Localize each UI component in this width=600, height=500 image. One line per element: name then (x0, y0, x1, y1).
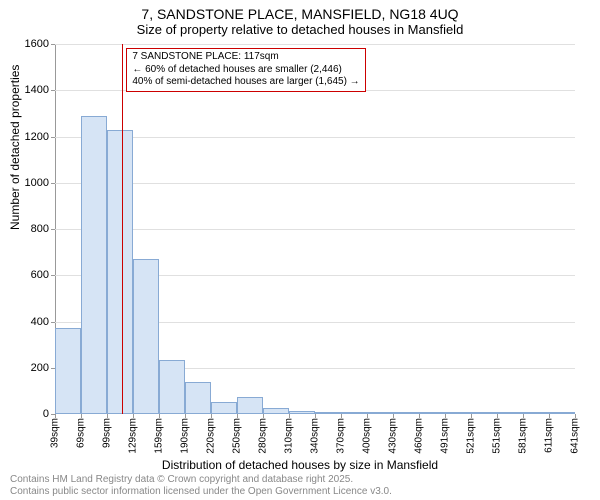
x-tick-label: 430sqm (388, 418, 399, 454)
histogram-bar (523, 412, 549, 414)
annotation-box: 7 SANDSTONE PLACE: 117sqm← 60% of detach… (126, 48, 365, 92)
x-axis-label: Distribution of detached houses by size … (0, 458, 600, 472)
histogram-bar (419, 412, 445, 414)
histogram-bar (159, 360, 185, 414)
x-tick-label: 370sqm (336, 418, 347, 454)
y-tick-label: 1200 (25, 131, 55, 143)
histogram-bar (393, 412, 419, 414)
x-tick-label: 250sqm (232, 418, 243, 454)
x-tick-label: 521sqm (466, 418, 477, 454)
plot-area: 0200400600800100012001400160039sqm69sqm9… (55, 44, 575, 414)
histogram-bar (185, 382, 211, 414)
y-tick-label: 400 (31, 316, 55, 328)
x-tick-label: 460sqm (414, 418, 425, 454)
x-tick-label: 129sqm (128, 418, 139, 454)
y-tick-label: 800 (31, 223, 55, 235)
grid-line (55, 229, 575, 230)
x-tick-label: 99sqm (102, 418, 113, 448)
chart-container: 7, SANDSTONE PLACE, MANSFIELD, NG18 4UQ … (0, 0, 600, 500)
annotation-line: 40% of semi-detached houses are larger (… (132, 76, 359, 89)
x-tick-label: 159sqm (154, 418, 165, 454)
x-tick-label: 220sqm (206, 418, 217, 454)
x-tick-label: 190sqm (180, 418, 191, 454)
x-tick-label: 551sqm (492, 418, 503, 454)
x-tick-label: 340sqm (310, 418, 321, 454)
y-tick-label: 1000 (25, 177, 55, 189)
y-axis-label: Number of detached properties (8, 65, 22, 230)
annotation-line: 7 SANDSTONE PLACE: 117sqm (132, 51, 359, 64)
histogram-bar (81, 116, 107, 414)
chart-subtitle: Size of property relative to detached ho… (0, 22, 600, 41)
histogram-bar (471, 412, 497, 414)
histogram-bar (133, 259, 159, 414)
y-tick-label: 1600 (25, 38, 55, 50)
y-tick-label: 200 (31, 362, 55, 374)
y-tick-label: 600 (31, 269, 55, 281)
histogram-bar (237, 397, 263, 414)
x-tick-label: 641sqm (570, 418, 581, 454)
histogram-bar (341, 412, 367, 414)
x-tick-label: 280sqm (258, 418, 269, 454)
x-tick-label: 39sqm (50, 418, 61, 448)
histogram-bar (549, 412, 575, 414)
histogram-bar (367, 412, 393, 414)
x-tick-label: 400sqm (362, 418, 373, 454)
histogram-bar (315, 412, 341, 414)
grid-line (55, 183, 575, 184)
footer-line: Contains HM Land Registry data © Crown c… (10, 474, 392, 486)
grid-line (55, 137, 575, 138)
footer-line: Contains public sector information licen… (10, 486, 392, 498)
x-tick-label: 310sqm (284, 418, 295, 454)
histogram-bar (107, 130, 133, 414)
histogram-bar (497, 412, 523, 414)
footer-attribution: Contains HM Land Registry data © Crown c… (10, 474, 392, 498)
x-tick-label: 69sqm (76, 418, 87, 448)
grid-line (55, 44, 575, 45)
y-tick-label: 1400 (25, 84, 55, 96)
x-tick-label: 491sqm (440, 418, 451, 454)
histogram-bar (211, 402, 237, 414)
histogram-bar (55, 328, 81, 414)
annotation-line: ← 60% of detached houses are smaller (2,… (132, 64, 359, 77)
histogram-bar (263, 408, 289, 414)
histogram-bar (289, 411, 315, 414)
histogram-bar (445, 412, 471, 414)
chart-title: 7, SANDSTONE PLACE, MANSFIELD, NG18 4UQ (0, 0, 600, 22)
x-tick-label: 581sqm (518, 418, 529, 454)
marker-line (122, 44, 123, 414)
x-tick-label: 611sqm (544, 418, 555, 453)
